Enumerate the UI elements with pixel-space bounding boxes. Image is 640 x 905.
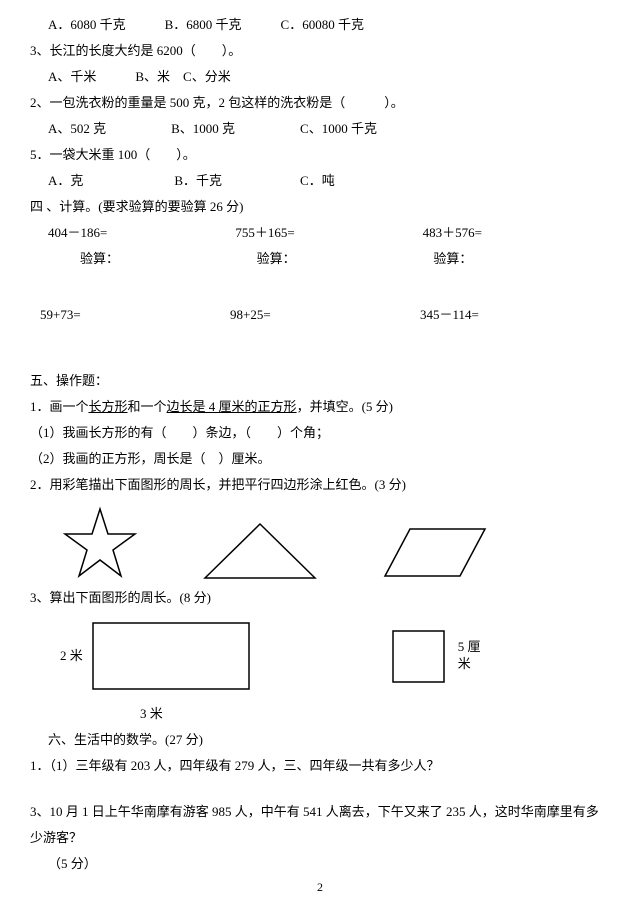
triangle-shape xyxy=(200,521,320,581)
shapes-row xyxy=(30,506,610,581)
q1-u1: 长方形 xyxy=(89,399,128,414)
rect-right-label: 5 厘 米 xyxy=(458,639,481,673)
sec4-title: 四 、计算。(要求验算的要验算 26 分) xyxy=(30,194,610,220)
q1-mid: 和一个 xyxy=(128,399,167,414)
sec6-q1: 1．（1）三年级有 203 人，四年级有 279 人，三、四年级一共有多少人？ xyxy=(30,753,610,779)
rect-left-label: 2 米 xyxy=(60,643,83,669)
page-content: A．6080 千克 B．6800 千克 C．60080 千克 3、长江的长度大约… xyxy=(0,0,640,897)
rectangle-shape xyxy=(91,621,251,691)
sec6-title: 六、生活中的数学。(27 分) xyxy=(30,727,610,753)
sec5-q1-2: （2）我画的正方形，周长是（ ）厘米。 xyxy=(30,446,610,472)
parallelogram-shape xyxy=(380,526,490,581)
q-top-options: A．6080 千克 B．6800 千克 C．60080 千克 xyxy=(30,12,610,38)
sec5-title: 五、操作题： xyxy=(30,368,610,394)
calc-2c: 345－114= xyxy=(420,302,610,328)
calc-2b: 98+25= xyxy=(230,302,420,328)
sec5-q1: 1．画一个长方形和一个边长是 4 厘米的正方形，并填空。(5 分) xyxy=(30,394,610,420)
q3-text: 3、长江的长度大约是 6200（ ）。 xyxy=(30,38,610,64)
right-label-2: 米 xyxy=(458,656,481,673)
sec5-q3: 3、算出下面图形的周长。(8 分) xyxy=(30,585,610,611)
sec5-q1-1: （1）我画长方形的有（ ）条边，（ ）个角； xyxy=(30,420,610,446)
q2b-options: A、502 克 B、1000 克 C、1000 千克 xyxy=(30,116,610,142)
rect-bottom-label: 3 米 xyxy=(30,701,610,727)
q3-options: A、千米 B、米 C、分米 xyxy=(30,64,610,90)
right-label-1: 5 厘 xyxy=(458,639,481,656)
q1-end: ，并填空。(5 分) xyxy=(297,399,393,414)
calc-1a: 404－186= xyxy=(48,220,235,246)
q1-prefix: 1．画一个 xyxy=(30,399,89,414)
sec4-row2: 59+73= 98+25= 345－114= xyxy=(30,302,610,328)
sec6-q3: 3、10 月 1 日上午华南摩有游客 985 人，中午有 541 人离去，下午又… xyxy=(30,799,610,851)
q5-options: A．克 B．千克 C．吨 xyxy=(30,168,610,194)
page-number: 2 xyxy=(0,880,640,895)
star-shape xyxy=(60,506,140,581)
q1-u2: 边长是 4 厘米的正方形 xyxy=(167,399,297,414)
square-shape xyxy=(391,629,446,684)
sec4-row1: 404－186= 755＋165= 483＋576= xyxy=(30,220,610,246)
sec6-q3-pts: （5 分） xyxy=(30,851,610,877)
check-c: 验算： xyxy=(433,246,610,272)
calc-1b: 755＋165= xyxy=(235,220,422,246)
q5-text: 5．一袋大米重 100（ ）。 xyxy=(30,142,610,168)
sec4-check: 验算： 验算： 验算： xyxy=(30,246,610,272)
q2b-text: 2、一包洗衣粉的重量是 500 克，2 包这样的洗衣粉是（ ）。 xyxy=(30,90,610,116)
sec5-q2: 2．用彩笔描出下面图形的周长，并把平行四边形涂上红色。(3 分) xyxy=(30,472,610,498)
check-a: 验算： xyxy=(80,246,257,272)
rects-row: 2 米 5 厘 米 xyxy=(30,621,610,691)
calc-1c: 483＋576= xyxy=(423,220,610,246)
calc-2a: 59+73= xyxy=(40,302,230,328)
check-b: 验算： xyxy=(257,246,434,272)
